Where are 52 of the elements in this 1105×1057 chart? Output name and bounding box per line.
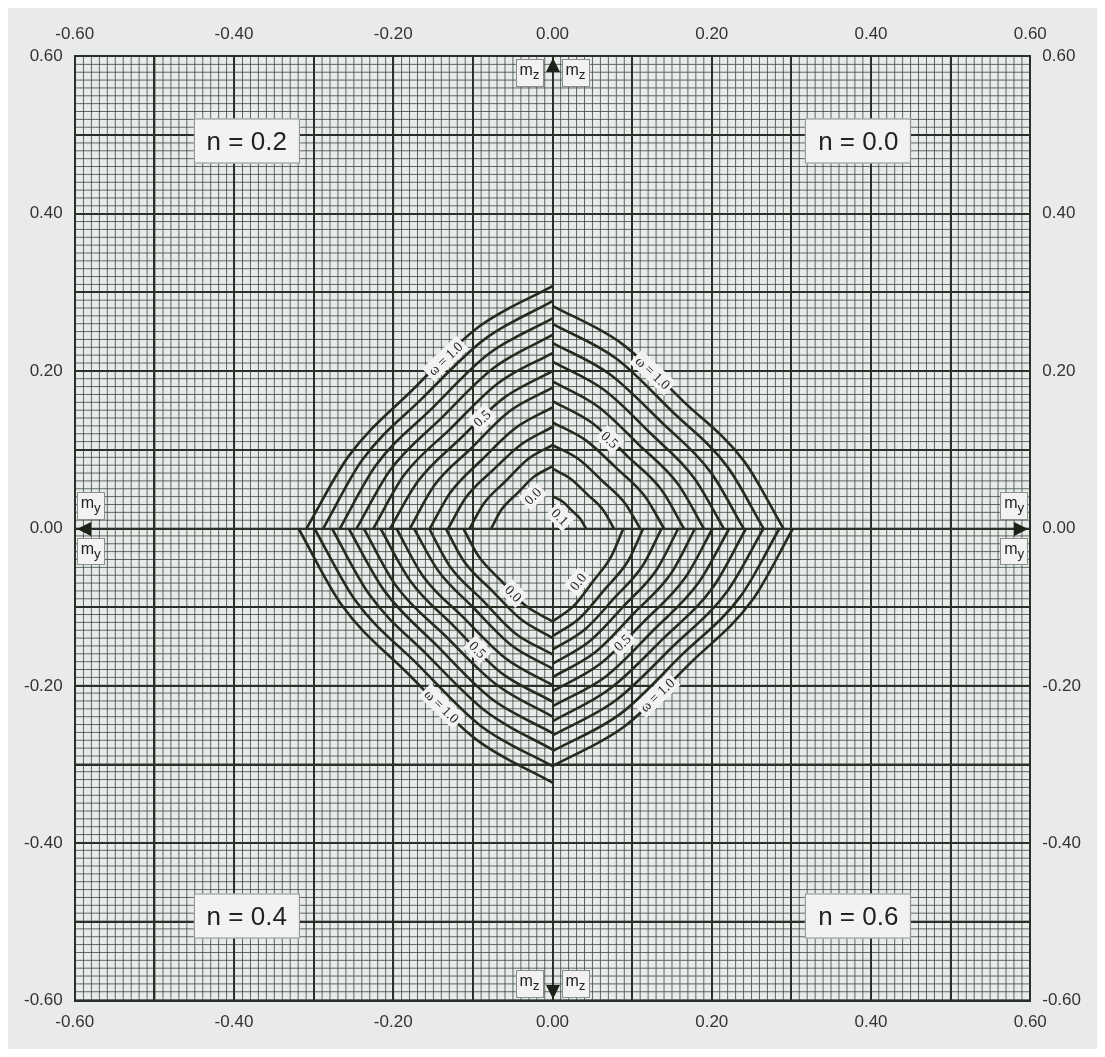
text: 0.5: [610, 631, 634, 655]
text: m$_{z}$: [565, 61, 586, 83]
y-tick-label: 0.60: [29, 46, 63, 66]
x-tick-label: 0.00: [535, 1012, 570, 1032]
x2-tick-label: -0.20: [373, 23, 413, 43]
annotation: n = 0.6: [805, 893, 912, 939]
x-tick-label: 0.40: [854, 1012, 888, 1032]
y-tick-label: 0.40: [29, 203, 63, 223]
y-tick-label: -0.20: [24, 675, 63, 695]
x2-tick-label: 0.40: [854, 23, 888, 43]
text: 0.1: [548, 505, 572, 529]
x-tick-label: 0.20: [695, 1012, 729, 1032]
annotation: n = 0.0: [805, 118, 912, 164]
y2-tick-label: 0.40: [1042, 203, 1076, 223]
x-tick-label: -0.20: [373, 1012, 413, 1032]
text: 0.0: [501, 582, 525, 606]
text: m$_{y}$: [1004, 494, 1025, 516]
y2-tick-label: 0.20: [1042, 360, 1076, 380]
text: ω = 1.0: [425, 338, 466, 379]
text: m$_{z}$: [519, 972, 540, 994]
y2-tick-label: 0.00: [1042, 518, 1076, 538]
x-tick-label: 0.60: [1013, 1012, 1047, 1032]
y-tick-label: -0.60: [24, 990, 63, 1010]
text: 0.5: [598, 428, 622, 452]
text: m$_{z}$: [565, 972, 586, 994]
x-axis-title: m$_{y}$: [76, 492, 105, 520]
text: 0.5: [470, 407, 494, 430]
x2-tick-label: 0.20: [695, 23, 729, 43]
y-tick-label: 0.20: [29, 360, 63, 380]
text: ω = 1.0: [632, 353, 674, 393]
y2-tick-label: -0.60: [1042, 990, 1081, 1010]
y2-tick-label: -0.20: [1042, 675, 1081, 695]
text: m$_{y}$: [1004, 539, 1025, 561]
x2-tick-label: -0.60: [55, 23, 95, 43]
annotation: n = 0.4: [193, 893, 300, 939]
text: ω = 1.0: [637, 675, 678, 715]
x2-tick-label: 0.60: [1013, 23, 1047, 43]
annotation: n = 0.2: [193, 118, 300, 164]
y2-tick-label: 0.60: [1042, 46, 1076, 66]
y2-tick-label: -0.40: [1042, 832, 1081, 852]
x-tick-label: -0.60: [55, 1012, 95, 1032]
text: 0.0: [521, 484, 545, 508]
y-tick-label: 0.00: [29, 518, 63, 538]
x2-tick-label: -0.40: [214, 23, 254, 43]
text: 0.5: [466, 638, 490, 662]
x2-tick-label: 0.00: [535, 23, 570, 43]
text: ω = 1.0: [421, 686, 462, 727]
y-tick-label: -0.40: [24, 832, 63, 852]
text: 0.0: [566, 570, 590, 594]
text: m$_{y}$: [80, 539, 101, 561]
x-tick-label: -0.40: [214, 1012, 254, 1032]
y-axis-title: m$_{z}$: [515, 59, 544, 87]
